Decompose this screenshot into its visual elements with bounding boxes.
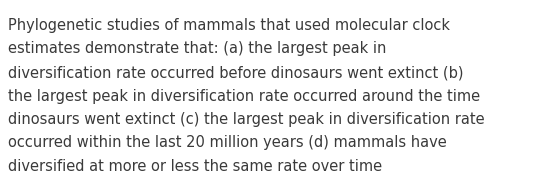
Text: the largest peak in diversification rate occurred around the time: the largest peak in diversification rate… [8,89,480,104]
Text: diversified at more or less the same rate over time: diversified at more or less the same rat… [8,159,382,174]
Text: diversification rate occurred before dinosaurs went extinct (b): diversification rate occurred before din… [8,65,464,80]
Text: estimates demonstrate that: (a) the largest peak in: estimates demonstrate that: (a) the larg… [8,42,386,57]
Text: occurred within the last 20 million years (d) mammals have: occurred within the last 20 million year… [8,136,447,151]
Text: Phylogenetic studies of mammals that used molecular clock: Phylogenetic studies of mammals that use… [8,18,450,33]
Text: dinosaurs went extinct (c) the largest peak in diversification rate: dinosaurs went extinct (c) the largest p… [8,112,485,127]
